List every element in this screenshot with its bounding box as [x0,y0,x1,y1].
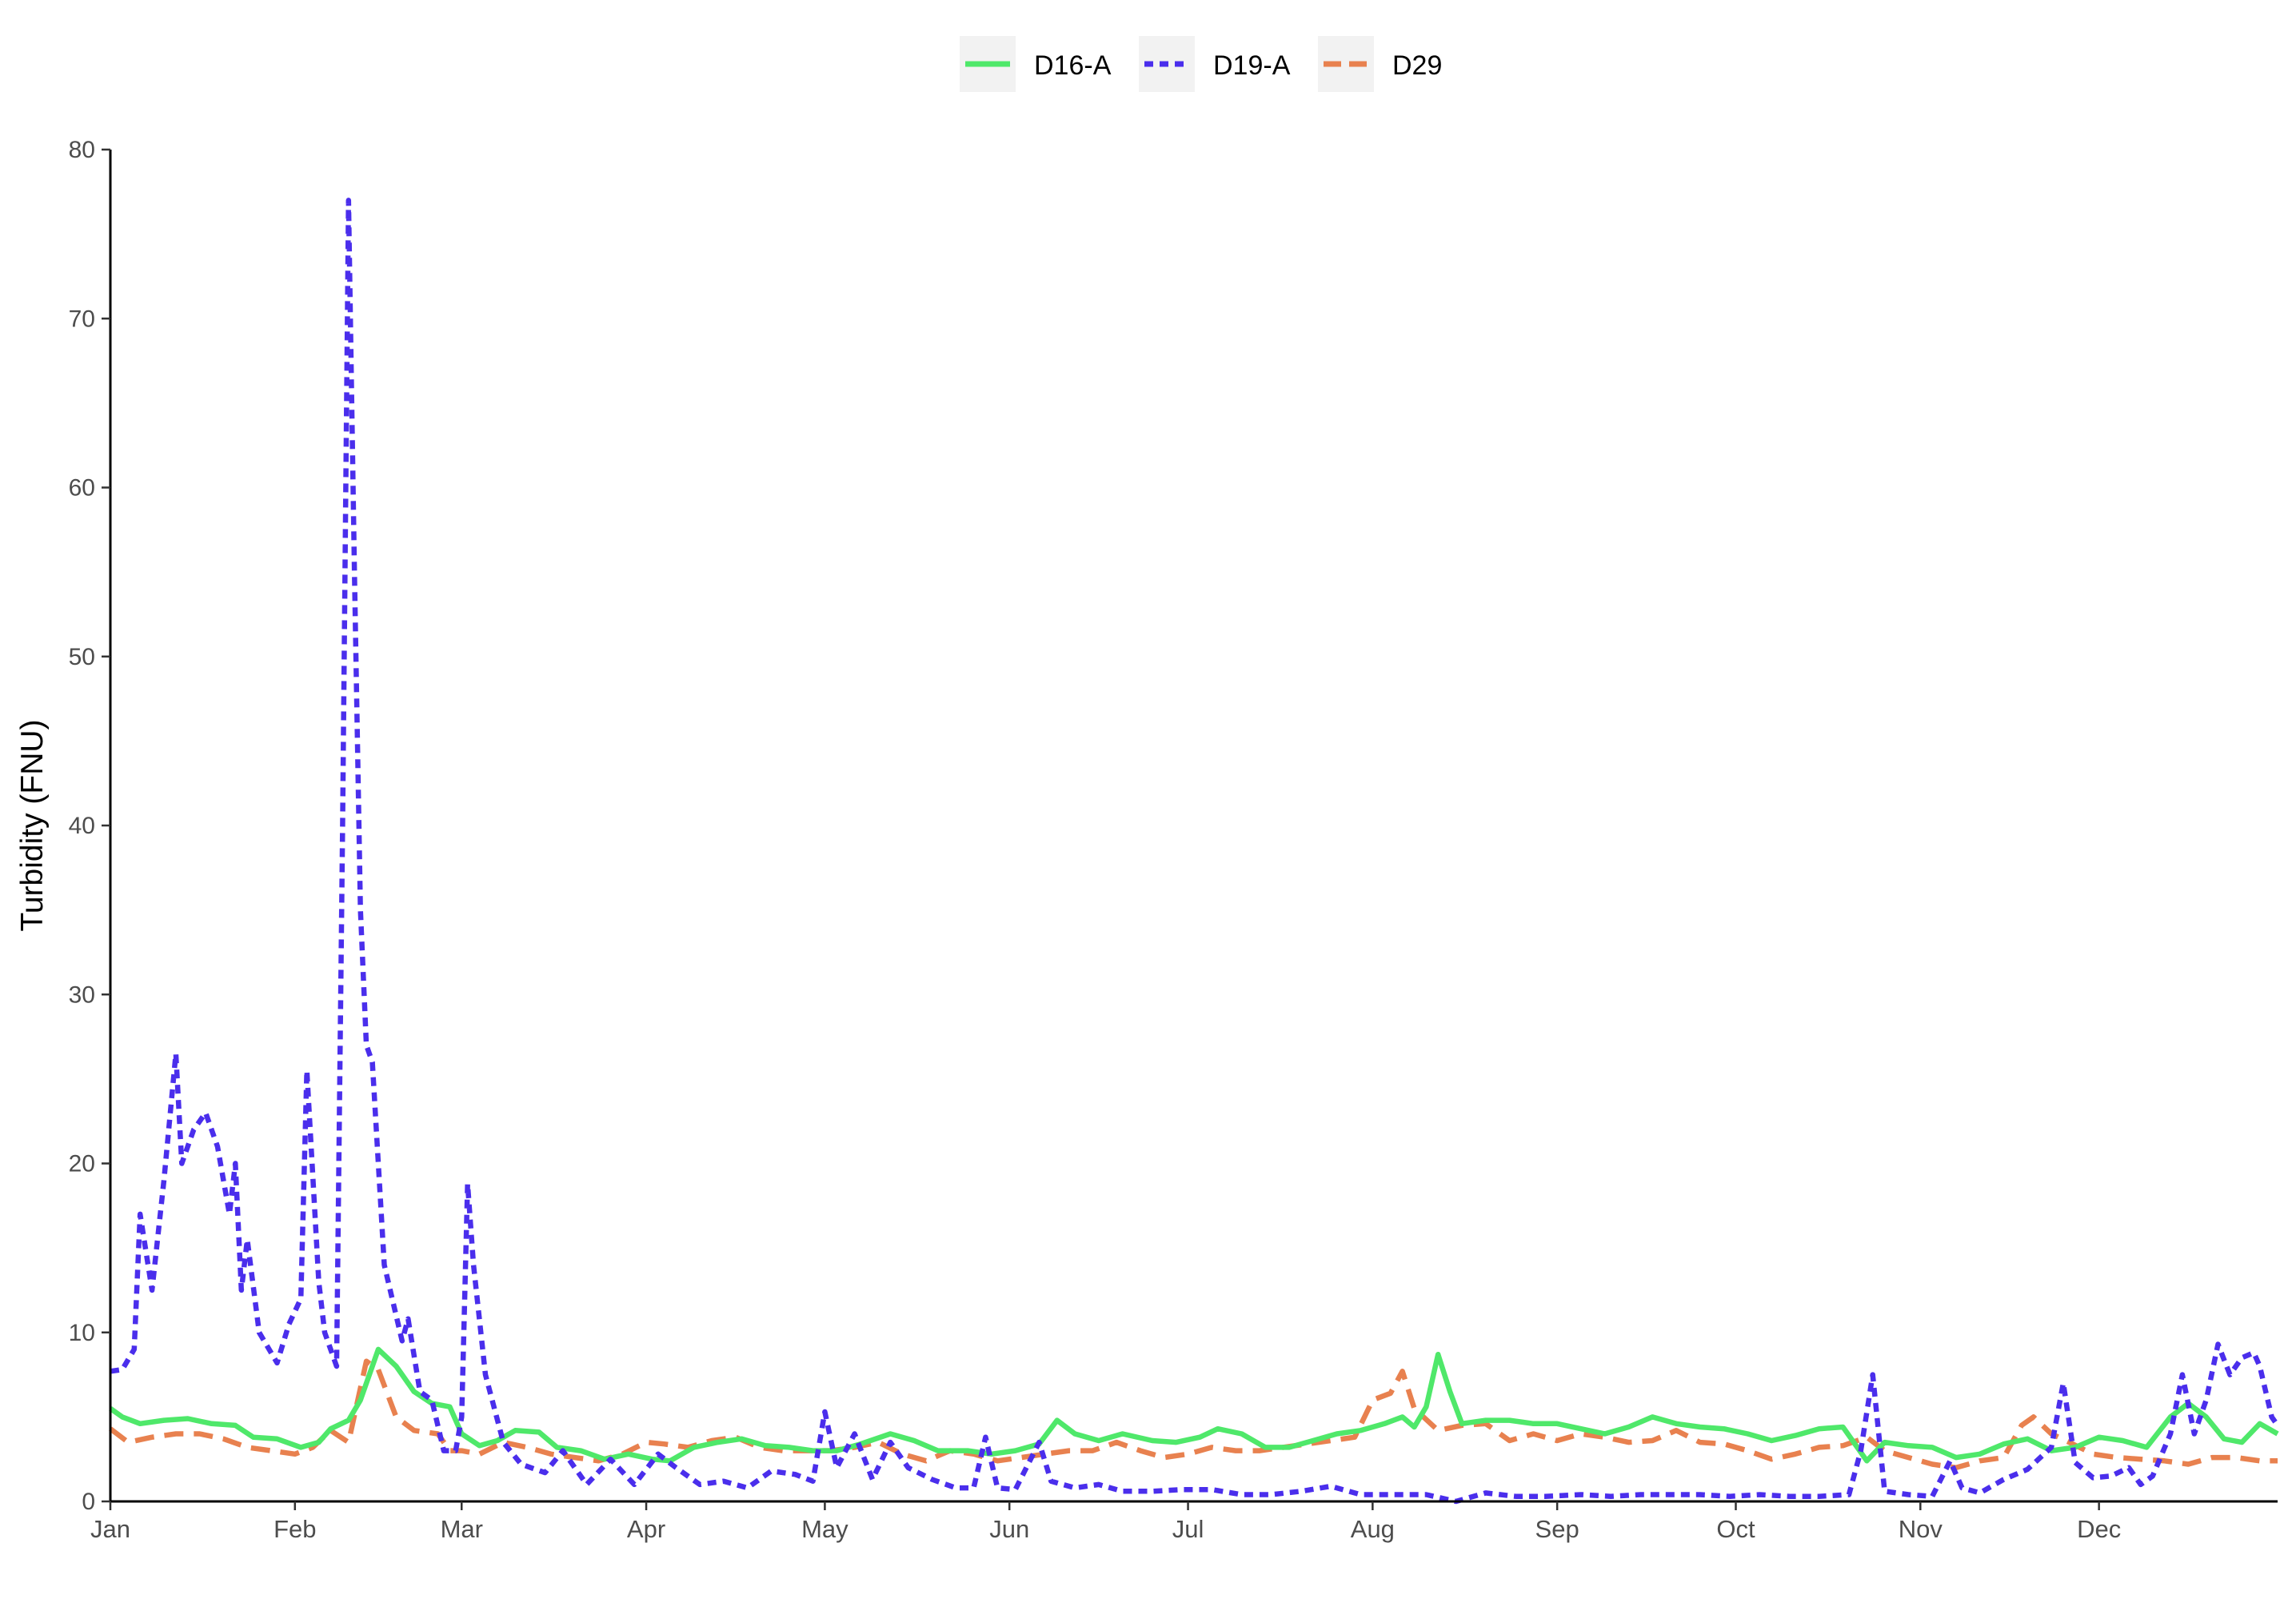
y-tick-label: 0 [82,1489,95,1515]
legend-item-d29: D29 [1318,36,1442,92]
series-line-d19-a [110,198,2280,1505]
x-tick-label: Oct [1716,1515,1755,1543]
x-tick-label: Mar [441,1515,483,1543]
y-tick-label: 80 [69,137,95,163]
x-tick-label: Feb [274,1515,316,1543]
x-tick-label: Jun [989,1515,1029,1543]
legend-label: D19-A [1213,50,1291,81]
y-tick-label: 70 [69,306,95,332]
x-tick-label: Sep [1535,1515,1579,1543]
y-ticks: 0 10 20 30 40 50 60 70 80 [69,137,110,1515]
legend-label: D29 [1392,50,1442,81]
y-tick-label: 30 [69,981,95,1008]
y-tick-label: 10 [69,1320,95,1346]
plot-lines [109,198,2280,1505]
legend-item-d19-a: D19-A [1139,36,1291,92]
legend-label: D16-A [1034,50,1112,81]
x-ticks: Jan Feb Mar Apr May Jun Jul Aug Sep Oct Nov Dec [90,1501,2121,1543]
x-tick-label: Jan [90,1515,130,1543]
y-tick-label: 20 [69,1151,95,1177]
y-tick-label: 60 [69,475,95,502]
x-tick-label: Aug [1351,1515,1395,1543]
y-axis-title: Turbidity (FNU) [15,719,50,931]
x-tick-label: Apr [627,1515,665,1543]
series-line-d16-a [109,1346,2279,1464]
x-tick-label: May [801,1515,849,1543]
x-tick-label: Dec [2077,1515,2121,1543]
y-tick-label: 50 [69,644,95,670]
y-tick-label: 40 [69,813,95,839]
legend-item-d16-a: D16-A [960,36,1112,92]
x-tick-label: Jul [1172,1515,1204,1543]
axes: 0 10 20 30 40 50 60 70 80 Jan Feb Mar Apr May Jun Jul A… [69,137,2278,1543]
x-tick-label: Nov [1899,1515,1943,1543]
series-line-d29 [109,1358,2278,1471]
legend: D16-A D19-A D29 [960,36,1442,92]
